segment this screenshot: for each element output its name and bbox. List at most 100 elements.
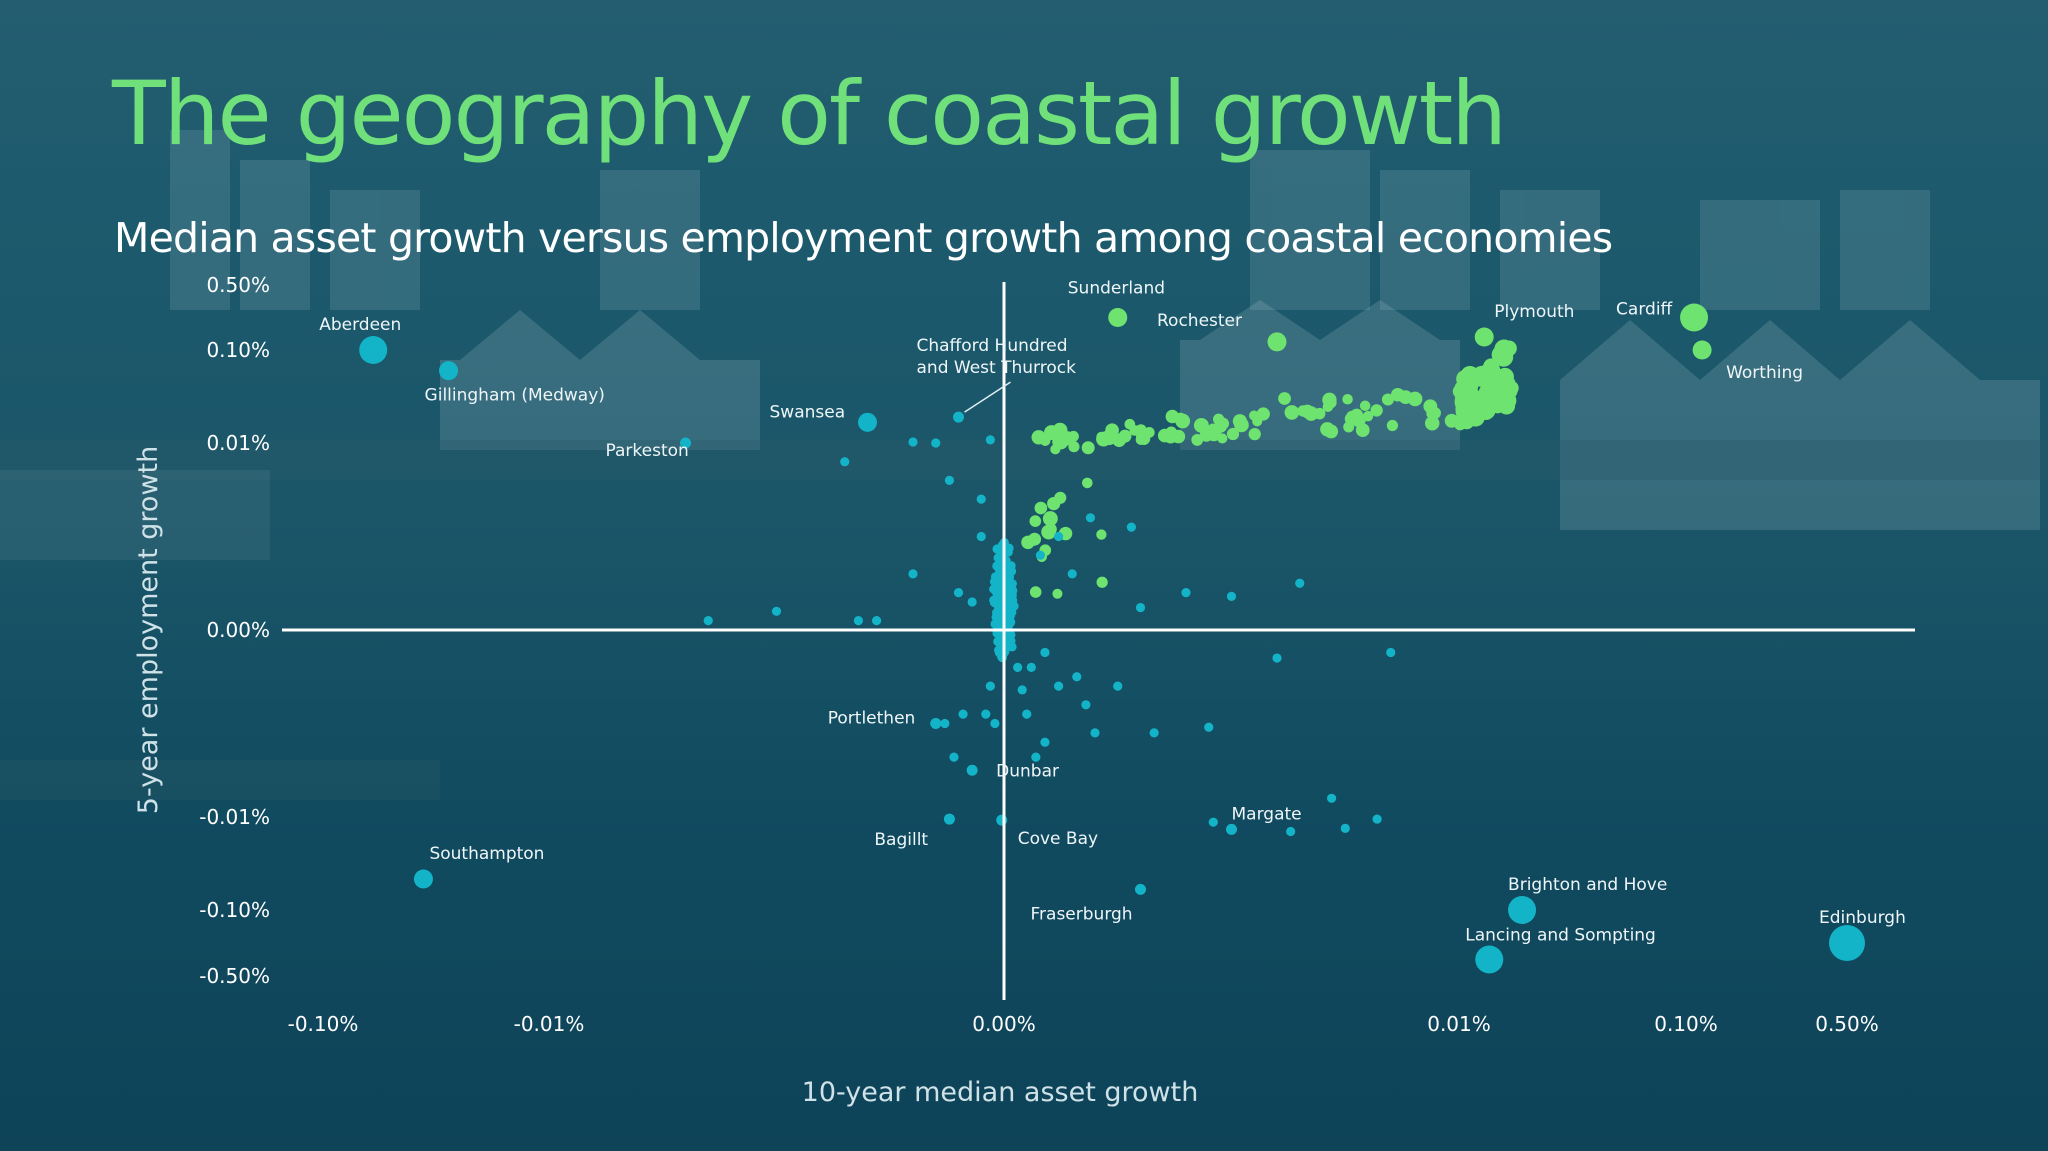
scatter-point xyxy=(944,475,955,485)
x-tick-label: 0.50% xyxy=(1815,1012,1879,1036)
scatter-point xyxy=(953,588,964,598)
scatter-point xyxy=(967,597,977,607)
scatter-point xyxy=(908,437,918,447)
point-label: Cardiff xyxy=(1616,300,1673,320)
point-label: Portlethen xyxy=(828,709,916,729)
scatter-point xyxy=(1135,602,1146,613)
point-label: Aberdeen xyxy=(319,315,401,335)
scatter-point xyxy=(1085,513,1096,523)
point-label: Worthing xyxy=(1726,363,1803,383)
labelled-point xyxy=(1829,925,1865,961)
x-axis-title: 10-year median asset growth xyxy=(802,1077,1199,1108)
scatter-point xyxy=(1181,588,1191,598)
scatter-point xyxy=(908,569,918,579)
scatter-point xyxy=(1041,524,1057,540)
scatter-point xyxy=(1054,491,1067,504)
scatter-point xyxy=(1040,647,1050,658)
scatter-point xyxy=(1126,522,1136,532)
labelled-point xyxy=(930,718,942,729)
scatter-point xyxy=(981,709,991,719)
scatter-point xyxy=(1081,700,1091,710)
point-label: Sunderland xyxy=(1068,279,1165,299)
scatter-point xyxy=(1005,629,1015,639)
scatter-point xyxy=(1370,404,1383,417)
scatter-point xyxy=(1398,390,1413,405)
point-label: Bagillt xyxy=(874,830,928,850)
scatter-point xyxy=(1040,737,1050,747)
scatter-point xyxy=(958,709,968,719)
x-tick-label: 0.00% xyxy=(972,1012,1036,1036)
chart-subtitle: Median asset growth versus employment gr… xyxy=(114,214,1613,262)
scatter-point xyxy=(1348,411,1360,423)
axes-layer: -0.10% -0.01% 0.00% 0.01% 0.10% 0.50% 0.50% 0.1… xyxy=(199,273,1915,1036)
scatter-point xyxy=(1322,401,1334,413)
scatter-point xyxy=(1213,413,1225,425)
scatter-point xyxy=(1424,415,1440,431)
scatter-point xyxy=(1295,578,1305,588)
scatter-point xyxy=(1217,433,1228,444)
point-label: Margate xyxy=(1232,804,1302,824)
labelled-point xyxy=(1474,327,1494,347)
scatter-point xyxy=(1029,586,1042,598)
scatter-point xyxy=(1272,653,1282,663)
y-tick-label: 0.01% xyxy=(206,431,270,455)
scatter-point xyxy=(1118,429,1132,443)
scatter-point xyxy=(872,616,882,626)
scatter-point xyxy=(1208,817,1218,827)
x-tick-label: -0.10% xyxy=(288,1012,359,1036)
scatter-point xyxy=(1149,728,1159,738)
labelled-point xyxy=(1135,883,1146,895)
point-label: Southampton xyxy=(429,844,544,864)
scatter-point xyxy=(703,616,713,626)
labelled-point xyxy=(1267,332,1287,352)
scatter-point xyxy=(1039,435,1051,446)
scatter-point xyxy=(1067,569,1077,579)
scatter-point xyxy=(1017,685,1027,695)
scatter-point xyxy=(1226,427,1240,441)
scatter-point xyxy=(1372,814,1382,824)
scatter-point xyxy=(1026,662,1036,673)
scatter-point xyxy=(1423,399,1438,414)
labelled-point xyxy=(1692,340,1712,360)
scatter-point xyxy=(1081,441,1095,455)
scatter-point xyxy=(1028,532,1042,546)
scatter-point xyxy=(1193,418,1209,433)
labelled-point xyxy=(1226,823,1237,835)
point-label: Rochester xyxy=(1157,311,1242,331)
scatter-point xyxy=(1013,662,1023,673)
scatter-point xyxy=(1096,529,1107,540)
scatter-point xyxy=(985,435,995,445)
scatter-point xyxy=(1004,571,1015,582)
point-label: Plymouth xyxy=(1494,302,1574,322)
labelled-point xyxy=(1508,896,1537,924)
scatter-point xyxy=(1475,368,1491,384)
scatter-point xyxy=(1006,596,1017,606)
scatter-point xyxy=(1022,709,1032,719)
scatter-point xyxy=(1174,412,1186,424)
scatter-point xyxy=(1248,427,1261,441)
y-tick-label: 0.00% xyxy=(206,618,270,642)
labelled-point xyxy=(1475,945,1504,974)
scatter-point xyxy=(1052,588,1063,599)
scatter-point xyxy=(994,610,1004,620)
scatter-point xyxy=(1226,591,1237,601)
point-label: Fraserburgh xyxy=(1031,904,1133,924)
point-label: Parkeston xyxy=(606,441,689,461)
scatter-point xyxy=(1072,672,1082,682)
labelled-point xyxy=(359,336,388,364)
point-label: Brighton and Hove xyxy=(1508,875,1667,895)
scatter-point xyxy=(1497,390,1517,411)
point-label: Swansea xyxy=(770,402,846,422)
scatter-point xyxy=(1248,410,1260,421)
y-tick-label: -0.10% xyxy=(199,898,270,922)
scatter-point xyxy=(1042,511,1058,527)
scatter-point xyxy=(1204,722,1214,732)
labelled-point xyxy=(858,412,877,432)
labelled-point xyxy=(966,764,978,776)
point-label: Gillingham (Medway) xyxy=(425,386,605,406)
page-title: The geography of coastal growth xyxy=(112,62,1507,165)
scatter-point xyxy=(976,494,986,504)
scatter-point xyxy=(1286,826,1296,837)
scatter-point xyxy=(1082,477,1093,489)
